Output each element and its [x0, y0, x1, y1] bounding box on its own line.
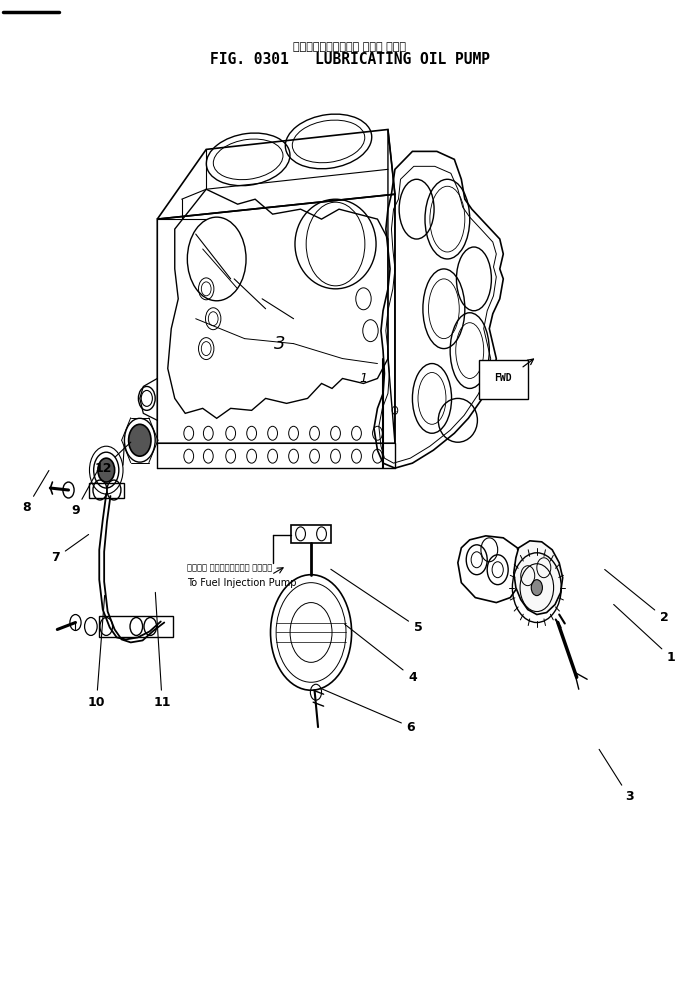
Text: 5: 5 — [331, 570, 422, 634]
Polygon shape — [514, 541, 563, 615]
Text: 8: 8 — [22, 470, 49, 515]
Text: ルーブリケーティング オイル ポンプ: ルーブリケーティング オイル ポンプ — [293, 42, 406, 52]
Circle shape — [129, 424, 151, 456]
Text: 7: 7 — [52, 535, 89, 565]
Text: 10: 10 — [87, 596, 106, 709]
Text: 2: 2 — [605, 570, 668, 624]
Text: FIG. 0301   LUBRICATING OIL PUMP: FIG. 0301 LUBRICATING OIL PUMP — [210, 52, 489, 68]
Text: To Fuel Injection Pump: To Fuel Injection Pump — [187, 578, 297, 588]
Text: 11: 11 — [153, 593, 171, 709]
Text: 4: 4 — [345, 624, 417, 684]
Text: 6: 6 — [321, 688, 415, 734]
Text: 9: 9 — [71, 472, 96, 518]
Text: .: . — [394, 407, 396, 413]
Text: フェエル インジェクション ポンプへ: フェエル インジェクション ポンプへ — [187, 563, 273, 573]
Circle shape — [531, 580, 542, 596]
Circle shape — [98, 458, 115, 482]
Text: 1: 1 — [614, 605, 675, 664]
Text: FWD: FWD — [494, 374, 512, 383]
FancyBboxPatch shape — [479, 360, 528, 399]
Text: 3: 3 — [274, 335, 285, 353]
Text: 3: 3 — [599, 749, 633, 804]
Text: 12: 12 — [94, 442, 131, 475]
Text: 1: 1 — [359, 372, 368, 385]
